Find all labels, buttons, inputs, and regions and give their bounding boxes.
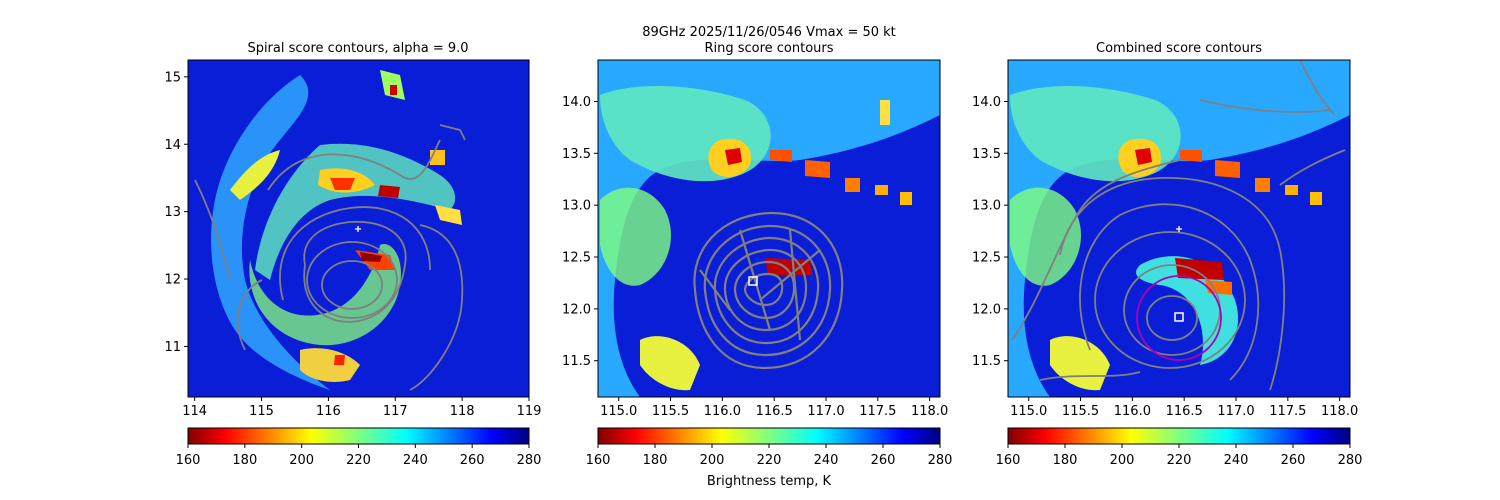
x-tick-label: 119 — [517, 404, 542, 419]
y-tick-label: 11 — [164, 340, 181, 355]
colorbar-tick-label: 240 — [814, 453, 839, 468]
colorbar-tick-label: 180 — [232, 453, 257, 468]
colorbar-tick-label: 260 — [1281, 453, 1306, 468]
y-tick-label: 12.5 — [972, 251, 1001, 266]
x-tick-label: 117.0 — [807, 404, 844, 419]
x-tick-label: 118.0 — [911, 404, 948, 419]
axes-frame-spiral — [187, 59, 530, 398]
y-tick-label: 14 — [164, 138, 181, 153]
colorbar-tick-label: 280 — [517, 453, 542, 468]
colorbar-tick-label: 200 — [700, 453, 725, 468]
x-tick-label: 115.0 — [600, 404, 637, 419]
x-tick-label: 116.5 — [1166, 404, 1203, 419]
colorbar-tick-label: 240 — [403, 453, 428, 468]
colorbar-tick-label: 160 — [586, 453, 611, 468]
x-tick-label: 118 — [450, 404, 475, 419]
colorbar-tick-label: 180 — [1053, 453, 1078, 468]
x-tick-label: 114 — [182, 404, 207, 419]
x-tick-label: 117.0 — [1217, 404, 1254, 419]
figure-suptitle: 89GHz 2025/11/26/0546 Vmax = 50 kt — [642, 25, 896, 40]
panel-title-ring: Ring score contours — [704, 41, 833, 56]
heatmap-ring — [598, 60, 940, 397]
panel-combined: Combined score contours — [972, 41, 1358, 419]
heatmap-combined — [1008, 60, 1350, 397]
y-tick-label: 13.5 — [562, 147, 591, 162]
axis-ticks-ring: 115.0 115.5 116.0 116.5 117.0 117.5 118.0 11.5 1… — [562, 95, 948, 419]
y-tick-label: 14.0 — [562, 95, 591, 110]
y-tick-label: 12.0 — [562, 302, 591, 317]
panel-ring: Ring score contours — [562, 41, 948, 419]
colorbar-tick-label: 200 — [1110, 453, 1135, 468]
y-tick-label: 12 — [164, 273, 181, 288]
x-tick-label: 118.0 — [1321, 404, 1358, 419]
y-tick-label: 13.0 — [562, 199, 591, 214]
axes-frame-ring — [597, 59, 941, 398]
colorbar-tick-label: 260 — [871, 453, 896, 468]
axis-ticks-spiral: 114 115 116 117 118 119 11 12 13 14 15 — [164, 70, 541, 419]
x-tick-label: 117.5 — [1269, 404, 1306, 419]
axes-frame-combined — [1007, 59, 1351, 398]
colorbar-tick-label: 220 — [1167, 453, 1192, 468]
panel-title-spiral: Spiral score contours, alpha = 9.0 — [247, 41, 468, 56]
colorbar-tick-label: 200 — [289, 453, 314, 468]
colorbar-tick-label: 220 — [346, 453, 371, 468]
x-tick-label: 116.5 — [756, 404, 793, 419]
y-tick-label: 12.0 — [972, 302, 1001, 317]
colorbar-spiral: 160 180 200 220 240 260 280 — [176, 427, 542, 468]
panel-title-combined: Combined score contours — [1096, 41, 1262, 56]
panel-spiral: Spiral score contours, alpha = 9.0 — [164, 41, 541, 419]
x-tick-label: 116.0 — [704, 404, 741, 419]
axis-ticks-combined: 115.0 115.5 116.0 116.5 117.0 117.5 118.0 11.5 1… — [972, 95, 1358, 419]
x-tick-label: 115 — [249, 404, 274, 419]
y-tick-label: 12.5 — [562, 251, 591, 266]
y-tick-label: 15 — [164, 70, 181, 85]
x-tick-label: 115.5 — [652, 404, 689, 419]
x-tick-label: 115.0 — [1010, 404, 1047, 419]
colorbar-ring: 160 180 200 220 240 260 280 — [586, 427, 953, 468]
y-tick-label: 14.0 — [972, 95, 1001, 110]
x-tick-label: 117.5 — [859, 404, 896, 419]
colorbar-label: Brightness temp, K — [707, 474, 832, 489]
y-tick-label: 11.5 — [972, 354, 1001, 369]
x-tick-label: 117 — [383, 404, 408, 419]
x-tick-label: 116.0 — [1114, 404, 1151, 419]
y-tick-label: 11.5 — [562, 354, 591, 369]
heatmap-spiral — [188, 60, 529, 397]
colorbar-tick-label: 160 — [996, 453, 1021, 468]
colorbar-tick-label: 260 — [460, 453, 485, 468]
colorbar-tick-label: 220 — [757, 453, 782, 468]
colorbar-tick-label: 240 — [1224, 453, 1249, 468]
x-tick-label: 115.5 — [1062, 404, 1099, 419]
colorbar-tick-label: 280 — [928, 453, 953, 468]
colorbar-combined: 160 180 200 220 240 260 280 — [996, 427, 1363, 468]
colorbar-tick-label: 280 — [1338, 453, 1363, 468]
y-tick-label: 13.5 — [972, 147, 1001, 162]
colorbar-tick-label: 160 — [176, 453, 201, 468]
y-tick-label: 13 — [164, 205, 181, 220]
x-tick-label: 116 — [316, 404, 341, 419]
y-tick-label: 13.0 — [972, 199, 1001, 214]
colorbar-tick-label: 180 — [643, 453, 668, 468]
